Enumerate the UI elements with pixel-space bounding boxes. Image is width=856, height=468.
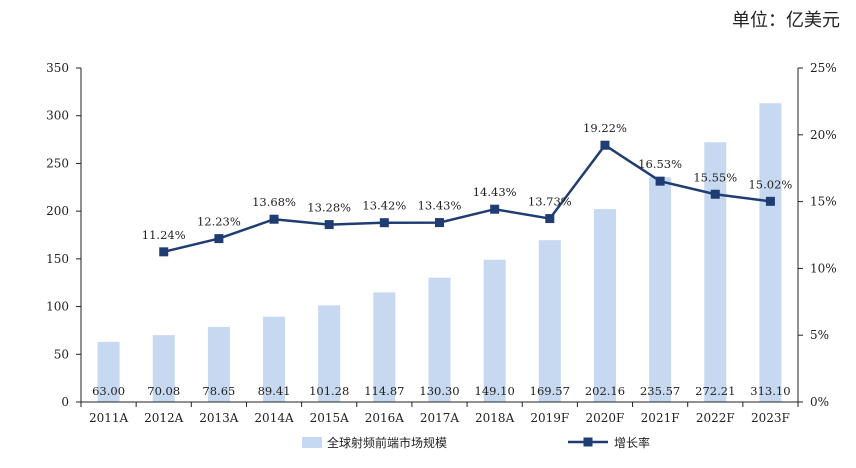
- x-tick-label: 2023F: [751, 411, 790, 425]
- x-tick-label: 2017A: [420, 411, 460, 425]
- line-marker: [214, 234, 224, 244]
- bar-data-label: 114.87: [364, 384, 404, 398]
- line-marker: [435, 218, 444, 228]
- x-tick-label: 2020F: [586, 411, 625, 425]
- bar-data-label: 202.16: [585, 384, 625, 398]
- line-marker: [655, 176, 665, 186]
- y-left-tick-label: 0: [61, 395, 69, 409]
- line-marker: [324, 220, 334, 230]
- bar: [152, 335, 175, 402]
- line-marker: [545, 214, 555, 224]
- line-data-label: 13.28%: [307, 201, 351, 215]
- bar: [318, 305, 341, 402]
- y-left-tick-label: 50: [54, 347, 69, 361]
- y-right-tick-label: 5%: [810, 328, 829, 342]
- line-marker: [765, 196, 775, 206]
- line-data-label: 15.55%: [693, 170, 737, 184]
- line-data-label: 19.22%: [583, 121, 627, 135]
- bar: [593, 209, 616, 402]
- x-tick-label: 2018A: [475, 411, 515, 425]
- bar-data-label: 149.10: [475, 384, 515, 398]
- growth-rate-line: [163, 143, 771, 254]
- x-tick-label: 2015A: [310, 411, 350, 425]
- bar-data-label: 78.65: [202, 384, 235, 398]
- x-tick-label: 2016A: [365, 411, 405, 425]
- bar: [97, 341, 120, 402]
- x-tick-label: 2021F: [641, 411, 680, 425]
- bar-data-label: 89.41: [258, 384, 291, 398]
- bar: [207, 326, 230, 402]
- bar: [263, 316, 286, 402]
- y-left-tick-label: 300: [46, 109, 69, 123]
- bar: [759, 103, 782, 403]
- line-data-label: 14.43%: [473, 185, 517, 199]
- bar: [483, 259, 506, 402]
- x-tick-label: 2013A: [199, 411, 239, 425]
- bar: [428, 277, 451, 402]
- legend-bar-label: 全球射频前端市场规模: [327, 435, 447, 450]
- y-left-tick-label: 100: [46, 300, 69, 314]
- x-tick-label: 2011A: [89, 411, 129, 425]
- x-tick-label: 2022F: [696, 411, 735, 425]
- bar: [538, 240, 561, 402]
- unit-label: 单位：亿美元: [732, 10, 840, 31]
- line-data-label: 13.42%: [362, 199, 406, 213]
- bar-data-label: 313.10: [750, 384, 790, 398]
- bar-data-label: 169.57: [530, 384, 570, 398]
- bar: [649, 177, 672, 402]
- line-marker: [490, 204, 500, 214]
- line-marker: [710, 189, 720, 199]
- bar-data-label: 272.21: [695, 384, 735, 398]
- line-marker: [379, 218, 389, 228]
- legend-line-marker: [583, 437, 593, 447]
- y-left-tick-label: 150: [46, 252, 69, 266]
- line-marker: [600, 140, 610, 150]
- x-tick-label: 2014A: [254, 411, 294, 425]
- bar-data-label: 101.28: [309, 384, 349, 398]
- y-right-tick-label: 0%: [810, 395, 829, 409]
- y-left-tick-label: 350: [46, 61, 69, 75]
- line-data-label: 12.23%: [197, 215, 241, 229]
- legend-line-label: 增长率: [614, 435, 650, 450]
- line-data-label: 16.53%: [638, 157, 682, 171]
- y-right-tick-label: 25%: [810, 61, 837, 75]
- line-marker: [269, 214, 279, 224]
- line-data-label: 13.43%: [418, 199, 462, 213]
- bar-data-label: 70.08: [147, 384, 180, 398]
- line-data-label: 11.24%: [142, 228, 186, 242]
- line-data-label: 15.02%: [748, 177, 792, 191]
- x-tick-label: 2019F: [530, 411, 569, 425]
- bar: [373, 292, 396, 402]
- line-data-label: 13.68%: [252, 195, 296, 209]
- bar-data-label: 130.30: [419, 384, 459, 398]
- bar: [704, 142, 727, 402]
- legend-bar-swatch: [302, 437, 322, 448]
- y-right-tick-label: 10%: [810, 261, 837, 275]
- y-left-tick-label: 250: [46, 156, 69, 170]
- bar-data-label: 63.00: [92, 384, 125, 398]
- y-left-tick-label: 200: [46, 204, 69, 218]
- line-marker: [159, 247, 169, 257]
- x-tick-label: 2012A: [144, 411, 184, 425]
- y-right-tick-label: 15%: [810, 195, 837, 209]
- line-data-label: 13.73%: [528, 195, 572, 209]
- bar-data-label: 235.57: [640, 384, 680, 398]
- y-right-tick-label: 20%: [810, 128, 837, 142]
